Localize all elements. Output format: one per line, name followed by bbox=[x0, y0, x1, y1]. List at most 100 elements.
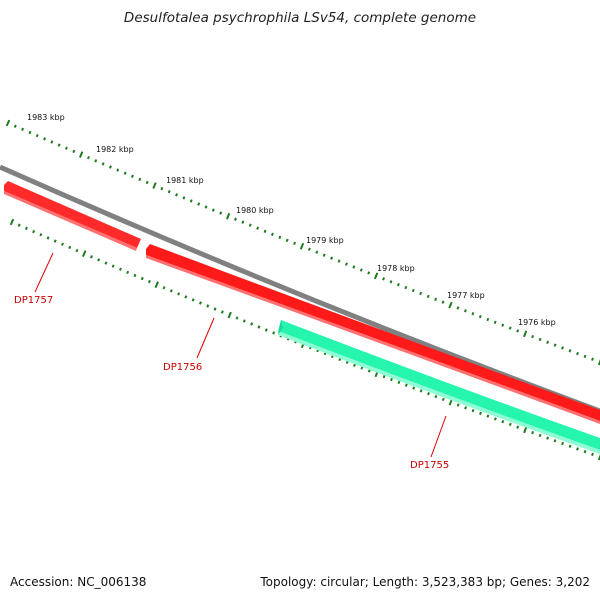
inner-minor-tick bbox=[272, 331, 276, 335]
genome-summary: Topology: circular; Length: 3,523,383 bp… bbox=[260, 575, 590, 589]
outer-minor-tick bbox=[389, 280, 393, 284]
gene-DP1756[interactable] bbox=[146, 244, 600, 424]
inner-minor-tick bbox=[24, 226, 28, 231]
gene-label-DP1757[interactable]: DP1757 bbox=[14, 295, 53, 306]
outer-minor-tick bbox=[57, 143, 61, 147]
outer-minor-tick bbox=[322, 253, 326, 257]
outer-major-tick bbox=[299, 242, 305, 250]
outer-minor-tick bbox=[167, 190, 171, 194]
outer-minor-tick bbox=[101, 162, 105, 166]
inner-minor-tick bbox=[390, 377, 393, 382]
inner-major-tick bbox=[597, 454, 600, 461]
inner-minor-tick bbox=[561, 441, 564, 446]
inner-scale-ticks bbox=[9, 218, 600, 461]
inner-major-tick bbox=[227, 311, 232, 319]
leader-DP1756 bbox=[196, 317, 215, 359]
outer-minor-tick bbox=[531, 334, 535, 339]
inner-minor-tick bbox=[360, 366, 364, 370]
outer-minor-tick bbox=[419, 291, 423, 296]
outer-major-tick bbox=[597, 359, 600, 366]
leader-DP1755 bbox=[430, 415, 447, 458]
map-title: Desulfotalea psychrophila LSv54, complet… bbox=[123, 10, 477, 26]
outer-minor-tick bbox=[86, 155, 90, 160]
outer-minor-tick bbox=[285, 238, 289, 242]
inner-minor-tick bbox=[471, 408, 475, 413]
inner-minor-tick bbox=[68, 245, 72, 250]
outer-minor-tick bbox=[204, 205, 208, 209]
inner-minor-tick bbox=[464, 406, 468, 410]
inner-major-tick bbox=[154, 281, 159, 288]
outer-minor-tick bbox=[248, 223, 252, 227]
outer-minor-tick bbox=[583, 354, 587, 359]
scale-label-1976: 1976 kbp bbox=[518, 318, 556, 327]
inner-minor-tick bbox=[493, 417, 497, 421]
outer-minor-tick bbox=[72, 149, 76, 154]
inner-minor-tick bbox=[242, 319, 246, 323]
scale-labels: 1983 kbp 1982 kbp 1981 kbp 1980 kbp 1979… bbox=[27, 113, 556, 327]
outer-minor-tick bbox=[116, 168, 120, 172]
outer-minor-tick bbox=[478, 314, 482, 319]
outer-minor-tick bbox=[553, 343, 557, 347]
inner-minor-tick bbox=[198, 301, 202, 305]
outer-minor-tick bbox=[94, 159, 98, 163]
outer-minor-tick bbox=[359, 268, 363, 272]
inner-minor-tick bbox=[412, 386, 416, 390]
inner-minor-tick bbox=[235, 316, 239, 320]
outer-minor-tick bbox=[35, 133, 39, 138]
outer-minor-tick bbox=[471, 312, 475, 316]
inner-minor-tick bbox=[89, 255, 93, 259]
leader-DP1757 bbox=[34, 252, 54, 293]
outer-scale-ticks bbox=[5, 119, 600, 366]
inner-minor-tick bbox=[553, 439, 557, 443]
inner-minor-tick bbox=[382, 375, 386, 379]
outer-minor-tick bbox=[367, 271, 371, 275]
outer-minor-tick bbox=[307, 247, 311, 251]
outer-minor-tick bbox=[561, 346, 564, 350]
gene-label-DP1755[interactable]: DP1755 bbox=[410, 460, 449, 471]
inner-major-tick bbox=[523, 426, 528, 434]
outer-minor-tick bbox=[43, 137, 47, 141]
inner-minor-tick bbox=[213, 307, 217, 311]
outer-minor-tick bbox=[404, 285, 408, 290]
outer-minor-tick bbox=[315, 250, 319, 254]
outer-minor-tick bbox=[175, 193, 179, 197]
outer-minor-tick bbox=[344, 262, 348, 266]
outer-minor-tick bbox=[546, 340, 550, 344]
outer-minor-tick bbox=[508, 326, 512, 330]
scale-label-1983: 1983 kbp bbox=[27, 113, 65, 122]
outer-minor-tick bbox=[538, 337, 542, 342]
outer-minor-tick bbox=[278, 235, 282, 239]
inner-minor-tick bbox=[118, 267, 122, 271]
outer-major-tick bbox=[78, 151, 84, 158]
outer-minor-tick bbox=[234, 217, 237, 221]
inner-minor-tick bbox=[434, 394, 438, 399]
outer-minor-tick bbox=[396, 283, 400, 287]
inner-minor-tick bbox=[39, 233, 43, 237]
inner-minor-tick bbox=[397, 380, 401, 385]
inner-minor-tick bbox=[140, 276, 144, 281]
inner-minor-tick bbox=[126, 270, 130, 275]
outer-minor-tick bbox=[293, 241, 297, 245]
outer-minor-tick bbox=[50, 140, 54, 144]
inner-minor-tick bbox=[250, 322, 254, 326]
outer-minor-tick bbox=[441, 300, 445, 304]
outer-minor-tick bbox=[516, 329, 520, 333]
outer-minor-tick bbox=[138, 177, 142, 182]
gene-DP1755[interactable] bbox=[278, 320, 600, 454]
inner-minor-tick bbox=[508, 422, 512, 427]
inner-minor-tick bbox=[111, 264, 115, 268]
gene-label-DP1756[interactable]: DP1756 bbox=[163, 362, 202, 373]
inner-minor-tick bbox=[501, 420, 505, 424]
outer-minor-tick bbox=[241, 220, 245, 224]
inner-minor-tick bbox=[147, 279, 151, 284]
outer-minor-tick bbox=[493, 320, 497, 324]
outer-minor-tick bbox=[352, 265, 356, 269]
outer-major-tick bbox=[225, 212, 231, 220]
inner-major-tick bbox=[81, 250, 87, 258]
gene-DP1757[interactable] bbox=[4, 181, 141, 251]
outer-minor-tick bbox=[591, 357, 594, 361]
scale-label-1977: 1977 kbp bbox=[447, 291, 485, 300]
outer-minor-tick bbox=[263, 229, 267, 233]
inner-minor-tick bbox=[97, 258, 101, 262]
